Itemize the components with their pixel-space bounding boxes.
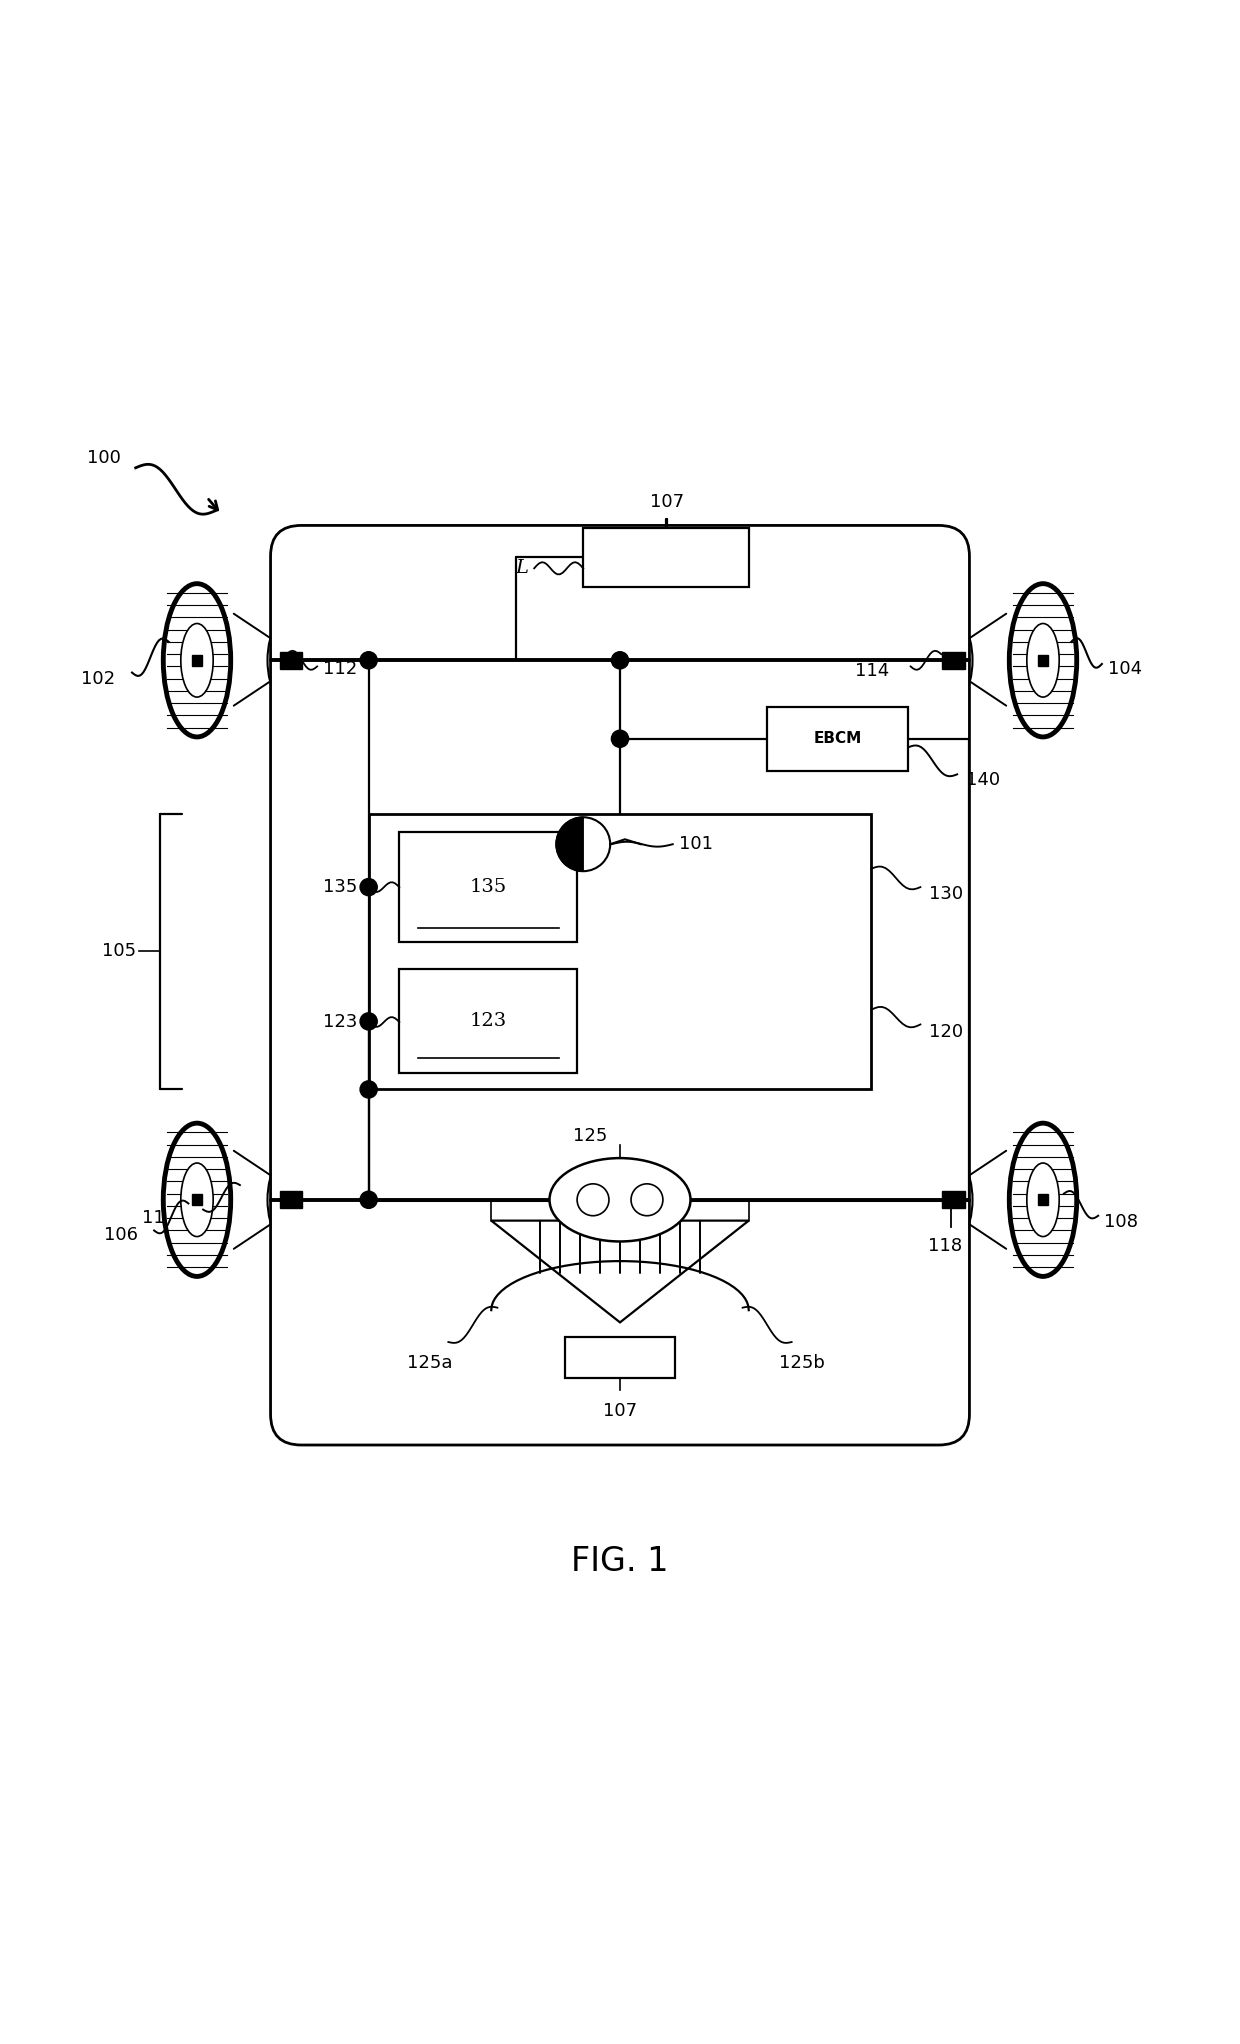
Bar (192, 654, 202, 666)
Ellipse shape (1027, 623, 1059, 697)
Text: 108: 108 (1105, 1212, 1138, 1230)
Text: 140: 140 (966, 771, 999, 789)
Circle shape (611, 730, 629, 748)
Text: 106: 106 (104, 1226, 138, 1245)
Circle shape (360, 1192, 377, 1208)
Text: 118: 118 (928, 1237, 962, 1255)
Bar (192, 1194, 202, 1206)
Circle shape (360, 652, 377, 668)
Bar (1038, 1194, 1048, 1206)
Text: 101: 101 (678, 836, 713, 852)
Text: 125b: 125b (779, 1355, 825, 1372)
Text: 114: 114 (856, 662, 890, 681)
Circle shape (360, 1014, 377, 1030)
Text: 120: 120 (929, 1022, 963, 1040)
Text: 109: 109 (436, 858, 470, 877)
Text: L: L (516, 560, 528, 576)
Circle shape (360, 879, 377, 895)
Text: 112: 112 (324, 660, 357, 679)
Bar (399, 969, 577, 1073)
Ellipse shape (164, 1122, 231, 1275)
Bar (399, 832, 577, 942)
Ellipse shape (181, 1163, 213, 1237)
Text: 125: 125 (573, 1126, 608, 1145)
Ellipse shape (181, 623, 213, 697)
Text: 107: 107 (650, 493, 683, 511)
Circle shape (360, 1081, 377, 1098)
Text: 104: 104 (1109, 660, 1142, 679)
FancyBboxPatch shape (270, 525, 970, 1445)
Polygon shape (557, 818, 583, 871)
Ellipse shape (268, 1145, 335, 1255)
Ellipse shape (164, 585, 231, 738)
Ellipse shape (1009, 585, 1076, 738)
Text: 100: 100 (87, 450, 120, 466)
Text: 116: 116 (143, 1210, 176, 1226)
Bar (368, 814, 872, 1089)
Text: 130: 130 (929, 885, 963, 903)
Ellipse shape (1027, 1163, 1059, 1237)
Text: 105: 105 (102, 942, 135, 961)
Text: 125a: 125a (407, 1355, 453, 1372)
Ellipse shape (1009, 1122, 1076, 1275)
Circle shape (611, 652, 629, 668)
Text: EBCM: EBCM (813, 732, 862, 746)
Text: 107: 107 (603, 1402, 637, 1421)
Bar (1038, 654, 1048, 666)
Text: 102: 102 (81, 670, 115, 687)
Text: 135: 135 (324, 879, 357, 895)
Bar (583, 527, 749, 587)
Ellipse shape (905, 605, 972, 715)
Ellipse shape (268, 605, 335, 715)
Circle shape (557, 818, 610, 871)
Bar (942, 1192, 965, 1208)
Ellipse shape (549, 1159, 691, 1241)
Text: 135: 135 (470, 879, 507, 895)
Ellipse shape (905, 1145, 972, 1255)
Bar (942, 652, 965, 668)
Bar (280, 1192, 303, 1208)
Bar (768, 707, 908, 771)
Bar (565, 1337, 675, 1378)
Text: FIG. 1: FIG. 1 (572, 1545, 668, 1578)
Bar (280, 652, 303, 668)
Text: 123: 123 (470, 1012, 507, 1030)
Text: 123: 123 (324, 1014, 357, 1030)
